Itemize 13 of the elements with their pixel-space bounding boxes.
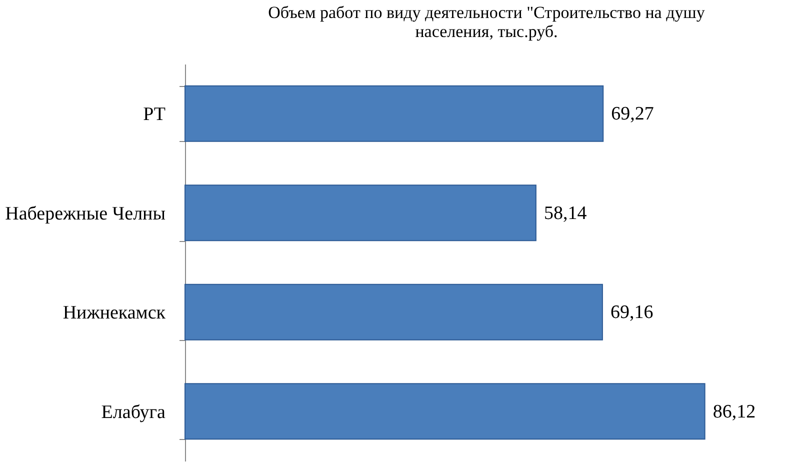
- y-tick-label: РТ: [143, 104, 166, 126]
- data-label: 58,14: [544, 202, 588, 224]
- data-label: 86,12: [712, 401, 756, 422]
- bar: [184, 184, 536, 242]
- bar: [184, 284, 603, 340]
- data-label: 69,27: [611, 104, 654, 125]
- y-tick-label: Набережные Челны: [5, 203, 166, 224]
- bar: [184, 383, 706, 440]
- data-label: 69,16: [610, 302, 654, 324]
- bar: [184, 85, 604, 142]
- y-tick-label: Елабуга: [101, 402, 166, 423]
- y-tick-label: Нижнекамск: [62, 302, 166, 324]
- chart-title: Объем работ по виду деятельности "Строительство на душу населения, тыс.руб.: [268, 3, 706, 41]
